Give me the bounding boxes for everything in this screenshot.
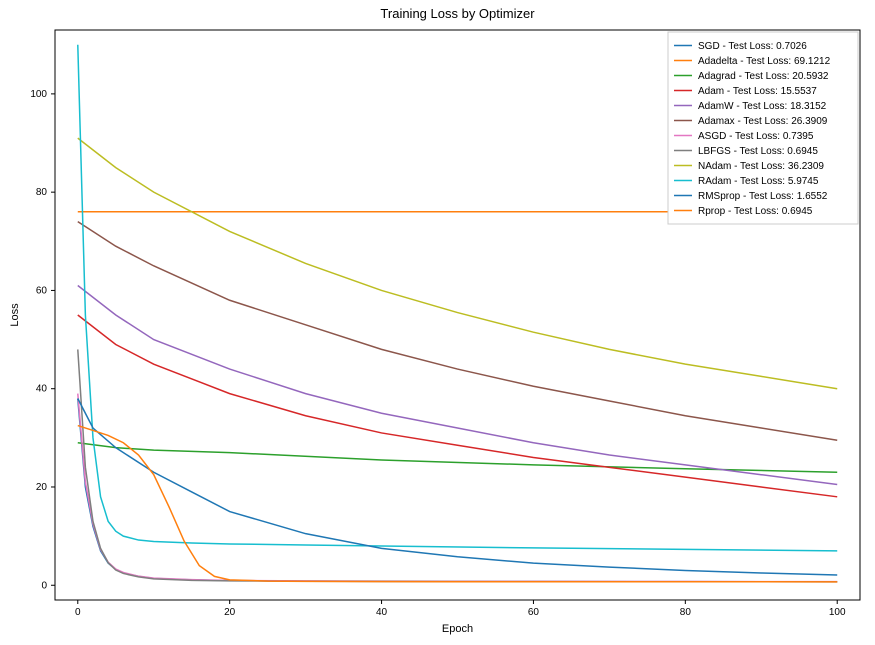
legend-label: SGD - Test Loss: 0.7026 <box>698 41 807 52</box>
x-tick-label: 0 <box>75 607 81 618</box>
y-tick-label: 100 <box>30 89 47 100</box>
x-tick-label: 20 <box>224 607 236 618</box>
series-adamw <box>78 286 837 485</box>
legend-label: ASGD - Test Loss: 0.7395 <box>698 131 814 142</box>
legend-label: Adam - Test Loss: 15.5537 <box>698 86 817 97</box>
y-tick-label: 0 <box>41 580 47 591</box>
legend-label: Adamax - Test Loss: 26.3909 <box>698 116 828 127</box>
legend-label: Adadelta - Test Loss: 69.1212 <box>698 56 831 67</box>
legend: SGD - Test Loss: 0.7026 Adadelta - Test L… <box>668 32 858 224</box>
x-tick-label: 80 <box>680 607 692 618</box>
line-chart: Training Loss by Optimizer 0 20 40 60 80 100 Ep… <box>0 0 875 645</box>
y-tick-label: 40 <box>36 384 48 395</box>
series-rprop <box>78 426 837 582</box>
legend-label: AdamW - Test Loss: 18.3152 <box>698 101 827 112</box>
x-tick-label: 40 <box>376 607 388 618</box>
legend-label: Adagrad - Test Loss: 20.5932 <box>698 71 829 82</box>
y-tick-label: 80 <box>36 187 48 198</box>
legend-label: RAdam - Test Loss: 5.9745 <box>698 176 819 187</box>
chart-title: Training Loss by Optimizer <box>380 6 535 21</box>
x-tick-label: 60 <box>528 607 540 618</box>
x-axis-label: Epoch <box>442 623 473 635</box>
y-tick-label: 60 <box>36 285 48 296</box>
y-tick-label: 20 <box>36 482 48 493</box>
x-tick-label: 100 <box>829 607 846 618</box>
series-adagrad <box>78 443 837 472</box>
legend-label: NAdam - Test Loss: 36.2309 <box>698 161 824 172</box>
legend-label: LBFGS - Test Loss: 0.6945 <box>698 146 818 157</box>
chart-container: Training Loss by Optimizer 0 20 40 60 80 100 Ep… <box>0 0 875 645</box>
series-adamax <box>78 222 837 441</box>
legend-label: Rprop - Test Loss: 0.6945 <box>698 206 813 217</box>
series-rmsprop <box>78 399 837 575</box>
legend-label: RMSprop - Test Loss: 1.6552 <box>698 191 828 202</box>
y-axis-label: Loss <box>9 303 21 327</box>
